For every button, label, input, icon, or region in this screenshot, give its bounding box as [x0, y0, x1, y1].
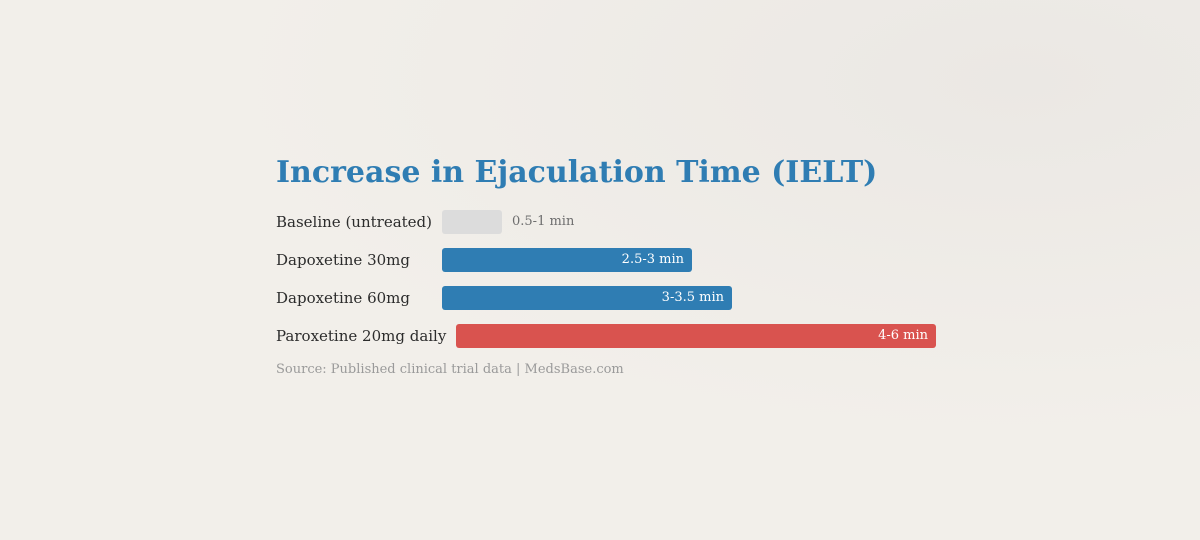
bar [442, 210, 502, 234]
bar-row: Dapoxetine 60mg 3-3.5 min [276, 286, 956, 310]
bar [442, 286, 732, 310]
bar-row: Dapoxetine 30mg 2.5-3 min [276, 248, 956, 272]
bar [442, 248, 692, 272]
category-label: Baseline (untreated) [276, 213, 432, 231]
value-label: 0.5-1 min [512, 214, 575, 229]
chart-card: Increase in Ejaculation Time (IELT) Base… [276, 150, 956, 377]
value-label: 2.5-3 min [621, 252, 684, 267]
bar [456, 324, 936, 348]
category-label: Dapoxetine 60mg [276, 289, 410, 307]
value-label: 3-3.5 min [661, 290, 724, 305]
bar-row: Baseline (untreated) 0.5-1 min [276, 210, 956, 234]
source-note: Source: Published clinical trial data | … [276, 362, 624, 377]
category-label: Dapoxetine 30mg [276, 251, 410, 269]
chart-title: Increase in Ejaculation Time (IELT) [276, 155, 878, 190]
value-label: 4-6 min [878, 328, 928, 343]
category-label: Paroxetine 20mg daily [276, 327, 447, 345]
bar-rows: Baseline (untreated) 0.5-1 min Dapoxetine … [276, 210, 956, 348]
bar-row: Paroxetine 20mg daily 4-6 min [276, 324, 956, 348]
